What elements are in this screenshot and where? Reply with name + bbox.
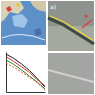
transect — [50, 16, 93, 40]
satellite-panel: a) — [48, 1, 94, 51]
satellite-background — [48, 1, 94, 51]
map-hotspot — [6, 6, 12, 12]
map-zone — [12, 14, 28, 28]
y-axis — [6, 53, 7, 93]
map-hotspot — [16, 3, 20, 7]
image-feature — [48, 70, 94, 82]
image-background — [48, 53, 94, 94]
map-hotspot — [34, 28, 42, 36]
map-river — [2, 34, 45, 40]
series-line — [6, 56, 45, 85]
map-panel — [1, 1, 46, 45]
map-background — [1, 1, 46, 45]
map-land — [30, 1, 46, 12]
series-line — [6, 63, 45, 90]
axis-line — [6, 53, 7, 93]
site — [85, 15, 88, 18]
plot-area — [6, 54, 45, 90]
chart-background — [6, 52, 45, 92]
panel-label: a) — [50, 3, 56, 10]
x-axis — [7, 92, 46, 93]
figure: a) — [0, 0, 95, 95]
transect-alt — [82, 20, 92, 28]
axis-line — [7, 92, 46, 93]
river — [48, 18, 94, 44]
series-line — [6, 54, 45, 87]
image-panel — [48, 53, 94, 94]
